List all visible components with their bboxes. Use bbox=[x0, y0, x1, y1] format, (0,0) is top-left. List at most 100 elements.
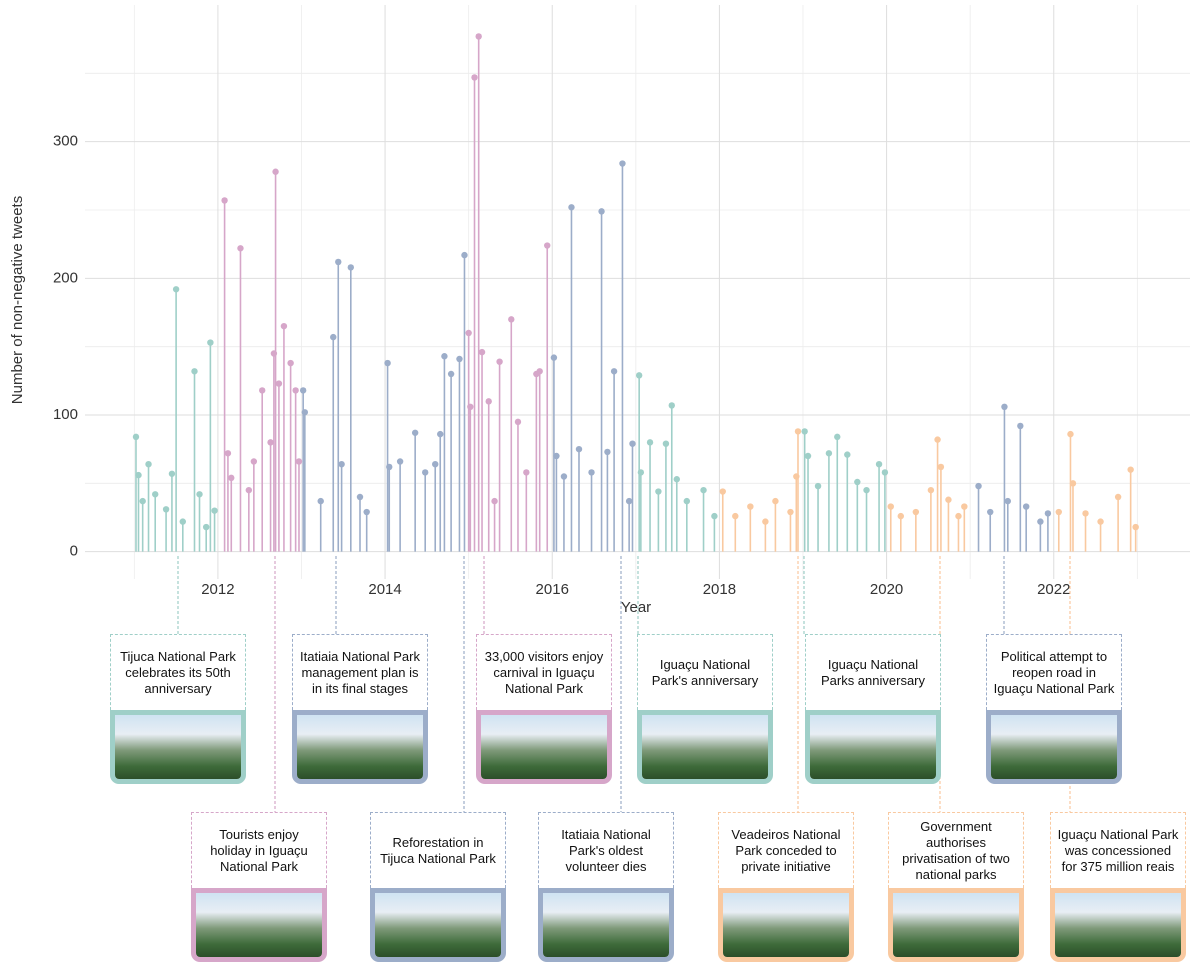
series bbox=[1055, 430, 1139, 552]
annotation-box: Veadeiros National Park conceded to priv… bbox=[718, 812, 854, 962]
annotation-photo bbox=[805, 710, 941, 784]
annotation-box: Iguaçu National Park's anniversary bbox=[637, 634, 773, 784]
point bbox=[1127, 466, 1134, 473]
point bbox=[550, 354, 558, 361]
point bbox=[794, 428, 802, 435]
annotation-box: Tourists enjoy holiday in Iguaçu Nationa… bbox=[191, 812, 327, 962]
point bbox=[635, 372, 643, 379]
annotation-box: Iguaçu National Park was concessioned fo… bbox=[1050, 812, 1186, 962]
grid bbox=[85, 5, 1190, 579]
point bbox=[287, 359, 294, 367]
series bbox=[132, 286, 218, 552]
point bbox=[421, 469, 429, 476]
x-tick-label: 2022 bbox=[1037, 581, 1070, 598]
point bbox=[588, 469, 595, 476]
annotation-photo bbox=[986, 710, 1122, 784]
point bbox=[945, 496, 952, 503]
photo bbox=[543, 893, 669, 957]
photo bbox=[723, 893, 849, 957]
annotation-box: Reforestation in Tijuca National Park bbox=[370, 812, 506, 962]
point bbox=[196, 491, 203, 498]
photo bbox=[115, 715, 241, 779]
annotation-text: Iguaçu National Park was concessioned fo… bbox=[1050, 812, 1186, 888]
point bbox=[1022, 503, 1030, 510]
point bbox=[987, 508, 994, 516]
annotation-text: 33,000 visitors enjoy carnival in Iguaçu… bbox=[476, 634, 612, 710]
photo bbox=[375, 893, 501, 957]
point bbox=[456, 355, 463, 363]
annotation-photo bbox=[292, 710, 428, 784]
point bbox=[747, 503, 754, 510]
point bbox=[132, 433, 140, 441]
point bbox=[471, 74, 478, 81]
point bbox=[673, 476, 680, 483]
annotation-text: Iguaçu National Parks anniversary bbox=[805, 634, 941, 710]
point bbox=[711, 512, 718, 520]
point bbox=[637, 469, 645, 476]
point bbox=[202, 523, 210, 531]
point bbox=[478, 348, 486, 356]
point bbox=[496, 358, 503, 365]
point bbox=[575, 445, 583, 453]
point bbox=[275, 380, 283, 387]
x-tick-label: 2014 bbox=[368, 581, 401, 598]
point bbox=[338, 461, 345, 468]
point bbox=[1114, 493, 1122, 501]
y-tick-label: 100 bbox=[53, 406, 78, 423]
point bbox=[292, 387, 299, 394]
point bbox=[267, 439, 274, 446]
point bbox=[1017, 422, 1024, 430]
point bbox=[700, 486, 707, 494]
x-tick-label: 2018 bbox=[703, 581, 736, 598]
annotation-box: Political attempt to reopen road in Igua… bbox=[986, 634, 1122, 784]
point bbox=[875, 461, 883, 468]
point bbox=[224, 450, 232, 457]
point bbox=[514, 418, 522, 426]
point bbox=[465, 329, 472, 337]
point bbox=[386, 463, 393, 471]
annotation-box: Itatiaia National Park's oldest voluntee… bbox=[538, 812, 674, 962]
point bbox=[211, 507, 218, 514]
annotation-text: Tourists enjoy holiday in Iguaçu Nationa… bbox=[191, 812, 327, 888]
point bbox=[1055, 508, 1062, 516]
point bbox=[330, 333, 337, 341]
point bbox=[491, 497, 498, 505]
point bbox=[625, 497, 633, 505]
point bbox=[475, 33, 482, 40]
point bbox=[887, 503, 894, 510]
point bbox=[347, 264, 355, 271]
point bbox=[1037, 518, 1044, 525]
point bbox=[863, 486, 870, 494]
y-tick-label: 200 bbox=[53, 269, 78, 286]
point bbox=[228, 474, 235, 482]
point bbox=[179, 518, 186, 525]
point bbox=[719, 488, 726, 495]
point bbox=[934, 436, 941, 443]
point bbox=[295, 458, 303, 465]
point bbox=[299, 387, 307, 394]
annotation-photo bbox=[110, 710, 246, 784]
point bbox=[272, 168, 279, 175]
point bbox=[937, 463, 945, 471]
annotation-text: Itatiaia National Park management plan i… bbox=[292, 634, 428, 710]
y-tick-label: 300 bbox=[53, 133, 78, 150]
point bbox=[536, 368, 543, 375]
photo bbox=[196, 893, 322, 957]
photo bbox=[810, 715, 936, 779]
point bbox=[441, 353, 448, 360]
point bbox=[927, 486, 935, 494]
point bbox=[1044, 510, 1052, 517]
point bbox=[245, 486, 253, 494]
annotation-photo bbox=[888, 888, 1024, 962]
point bbox=[301, 409, 309, 416]
point bbox=[560, 473, 568, 480]
photo bbox=[991, 715, 1117, 779]
annotation-box: 33,000 visitors enjoy carnival in Iguaçu… bbox=[476, 634, 612, 784]
annotation-text: Veadeiros National Park conceded to priv… bbox=[718, 812, 854, 888]
point bbox=[825, 450, 833, 457]
point bbox=[396, 458, 404, 465]
x-tick-label: 2012 bbox=[201, 581, 234, 598]
point bbox=[1067, 430, 1074, 438]
series bbox=[221, 168, 303, 552]
